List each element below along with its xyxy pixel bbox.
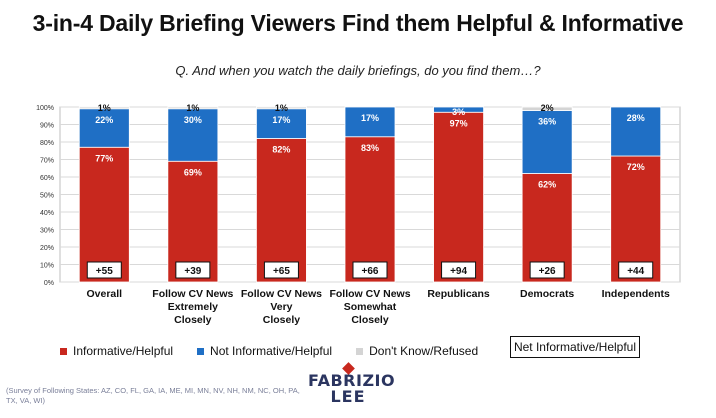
bar-segment (78, 146, 130, 283)
bar-segment (256, 138, 307, 283)
net-value-label: +26 (539, 266, 556, 277)
bar-segment (433, 111, 484, 283)
x-category-label: Overall (86, 288, 122, 300)
legend-item-informative: Informative/Helpful (60, 344, 173, 358)
net-value-label: +65 (273, 266, 290, 277)
net-value-label: +94 (450, 266, 467, 277)
bar-segment (78, 108, 130, 148)
net-value-box (618, 261, 654, 279)
legend-label-not-informative: Not Informative/Helpful (210, 344, 333, 358)
y-tick-label: 10% (40, 263, 54, 270)
data-label: 1% (98, 103, 111, 113)
logo-line2: LEE (330, 387, 366, 406)
y-tick-label: 0% (44, 280, 54, 287)
data-label: 3% (452, 107, 465, 117)
data-label: 72% (627, 162, 645, 172)
legend-label-informative: Informative/Helpful (73, 344, 174, 358)
bar-segment (610, 155, 662, 283)
net-value-box (175, 261, 211, 279)
bar-segment (167, 108, 219, 162)
bar-segment (78, 106, 130, 110)
net-value-box (441, 261, 477, 279)
x-category-label: Follow CV News (152, 288, 233, 300)
legend-net-box: Net Informative/Helpful (510, 336, 640, 358)
bar-segment (167, 106, 219, 110)
fabrizio-lee-logo: FABRIZIO LEE (308, 362, 396, 406)
data-label: 83% (361, 143, 379, 153)
survey-footnote: (Survey of Following States: AZ, CO, FL,… (6, 386, 300, 405)
legend-swatch-informative (60, 347, 67, 355)
y-tick-label: 50% (40, 193, 54, 200)
x-category-label: Somewhat (344, 301, 397, 313)
x-category-label: Extremely (168, 301, 218, 313)
data-label: 62% (538, 180, 556, 190)
y-tick-label: 60% (40, 175, 54, 182)
y-tick-label: 40% (40, 210, 54, 217)
bar-segment (521, 110, 573, 174)
bar-segment (256, 108, 307, 139)
y-tick-label: 20% (40, 245, 54, 252)
bar-segment (610, 106, 662, 157)
data-label: 36% (538, 117, 556, 127)
bar-segment (521, 106, 573, 111)
y-tick-label: 100% (36, 105, 54, 112)
net-value-box (352, 261, 388, 279)
data-label: 97% (450, 118, 468, 128)
logo-line1: FABRIZIO (308, 371, 396, 390)
y-tick-label: 80% (40, 140, 54, 147)
x-category-label: Closely (174, 314, 212, 326)
legend-swatch-not-informative (197, 347, 205, 355)
chart-title: 3-in-4 Daily Briefing Viewers Find them … (32, 10, 684, 36)
net-value-label: +39 (184, 266, 201, 277)
net-value-label: +66 (362, 266, 379, 277)
x-category-label: Independents (602, 288, 670, 300)
x-category-label: Follow CV News (329, 288, 410, 300)
y-tick-label: 90% (40, 123, 54, 130)
x-category-label: Follow CV News (241, 288, 322, 300)
x-category-label: Closely (263, 314, 301, 326)
data-label: 22% (95, 115, 113, 125)
legend-item-not-informative: Not Informative/Helpful (197, 344, 332, 358)
chart-subtitle: Q. And when you watch the daily briefing… (175, 63, 541, 78)
data-label: 82% (272, 145, 290, 155)
legend-label-dont-know: Don't Know/Refused (369, 344, 479, 358)
bar-segment (256, 106, 307, 110)
legend: Informative/Helpful Not Informative/Help… (60, 341, 502, 361)
legend-swatch-dont-know (356, 347, 364, 355)
bar-segment (344, 106, 396, 138)
net-value-box (86, 261, 122, 279)
data-label: 1% (186, 103, 199, 113)
data-label: 30% (184, 115, 202, 125)
stacked-bar-chart: 0% 10% 20% 30% 40% 50% 60% 70% 80% 90% 100% 77% 22% 1… (36, 103, 681, 326)
x-category-label: Republicans (427, 288, 490, 300)
x-category-label: Very (270, 301, 292, 313)
y-tick-label: 30% (40, 228, 54, 235)
bar-segment (433, 106, 484, 113)
legend-item-dont-know: Don't Know/Refused (356, 344, 478, 358)
net-value-label: +44 (627, 266, 644, 277)
y-tick-label: 70% (40, 158, 54, 165)
bar-segment (344, 136, 396, 283)
data-label: 69% (184, 167, 202, 177)
data-label: 2% (541, 103, 554, 113)
net-value-box (263, 261, 299, 279)
net-value-box (529, 261, 565, 279)
data-label: 17% (361, 113, 379, 123)
data-label: 77% (95, 153, 113, 163)
data-label: 17% (272, 115, 290, 125)
net-value-label: +55 (96, 266, 113, 277)
data-label: 1% (275, 103, 288, 113)
data-label: 28% (627, 113, 645, 123)
x-category-label: Democrats (520, 288, 574, 300)
x-category-label: Closely (351, 314, 389, 326)
